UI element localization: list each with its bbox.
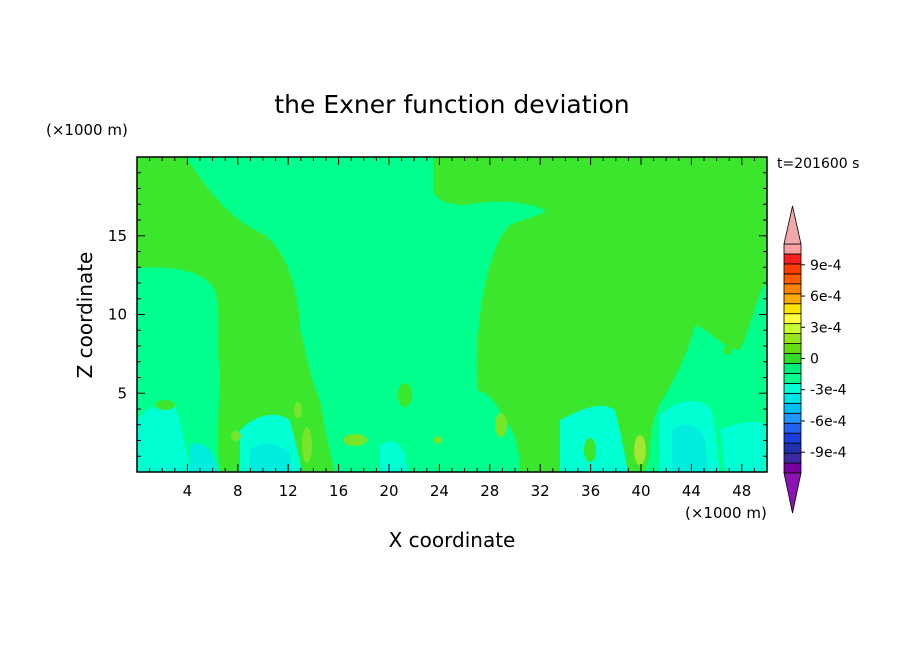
x-tick-label: 40	[631, 482, 650, 500]
colorbar-segment	[783, 422, 802, 434]
contour-field	[137, 157, 767, 472]
colorbar-under-arrow	[783, 472, 802, 514]
colorbar-segment	[783, 323, 802, 335]
x-tick-label: 20	[379, 482, 398, 500]
colorbar-segment	[783, 382, 802, 394]
x-tick-label: 44	[682, 482, 701, 500]
x-tick-label: 48	[732, 482, 751, 500]
x-tick-label: 16	[329, 482, 348, 500]
colorbar-over-arrow	[783, 205, 802, 245]
colorbar-segment	[783, 442, 802, 454]
negative-patch-8	[672, 424, 708, 472]
colorbar-segment	[783, 343, 802, 354]
colorbar-segment	[783, 253, 802, 265]
colorbar-segment	[783, 363, 802, 374]
colorbar-segment	[783, 283, 802, 295]
x-tick-label: 36	[581, 482, 600, 500]
colorbar-segment	[783, 353, 802, 364]
colorbar-segment	[783, 392, 802, 404]
positive-region-left	[137, 157, 335, 472]
positive-blob-8	[398, 383, 412, 407]
colorbar-tick-label: -3e-4	[810, 383, 847, 399]
x-unit-label: (×1000 m)	[685, 504, 767, 522]
y-axis: 5 10 15	[108, 172, 767, 457]
colorbar-segment	[783, 313, 802, 325]
positive-blob-11	[584, 438, 596, 462]
colorbar-segment	[783, 263, 802, 275]
colorbar-segment	[783, 303, 802, 315]
colorbar-segment	[783, 432, 802, 444]
x-axis: 4 8 12 16 20 24 28 32 36 40 44 48	[149, 157, 755, 500]
y-tick-label: 15	[108, 227, 127, 245]
x-tick-label: 8	[233, 482, 243, 500]
colorbar-segment	[783, 402, 802, 414]
colorbar: 9e-4 6e-4 3e-4 0 -3e-4 -6e-4 -9e-4	[783, 205, 847, 514]
x-axis-label: X coordinate	[389, 528, 516, 552]
colorbar-segment	[783, 452, 802, 464]
negative-patch-9	[720, 421, 767, 472]
x-tick-label: 32	[531, 482, 550, 500]
colorbar-segment	[783, 333, 802, 344]
positive-blob-9	[259, 395, 271, 415]
colorbar-tick-label: 0	[810, 352, 819, 368]
y-axis-label: Z coordinate	[73, 252, 97, 379]
x-tick-label: 12	[279, 482, 298, 500]
positive-region-left-top	[137, 157, 188, 215]
colorbar-segment	[783, 293, 802, 305]
positive-blob-2	[302, 427, 312, 463]
positive-blob-4	[231, 431, 241, 441]
colorbar-tick-label: -6e-4	[810, 414, 847, 430]
y-tick-label: 10	[108, 306, 127, 324]
negative-patch-2	[190, 443, 218, 472]
x-tick-label: 4	[183, 482, 193, 500]
colorbar-tick-label: 6e-4	[810, 289, 842, 305]
colorbar-segment	[783, 412, 802, 424]
chart-title: the Exner function deviation	[274, 90, 629, 119]
colorbar-segment	[783, 243, 802, 255]
positive-blob-3	[343, 434, 367, 446]
x-tick-label: 28	[480, 482, 499, 500]
positive-blob-12	[724, 345, 732, 355]
time-label: t=201600 s	[777, 156, 859, 172]
positive-region-right	[433, 157, 767, 472]
positive-blob-6	[495, 413, 507, 437]
colorbar-tick-label: -9e-4	[810, 445, 847, 461]
positive-blob-7	[634, 435, 646, 465]
colorbar-tick-label: 9e-4	[810, 258, 842, 274]
negative-patch-6	[560, 405, 628, 472]
y-tick-label: 5	[117, 384, 127, 402]
positive-blob-5	[434, 436, 442, 444]
negative-patch-1	[137, 403, 190, 472]
y-unit-label: (×1000 m)	[46, 121, 128, 139]
colorbar-segment	[783, 273, 802, 285]
positive-blob-1	[294, 402, 302, 418]
positive-blob-10	[155, 400, 175, 410]
negative-patch-4	[250, 443, 292, 472]
colorbar-tick-label: 3e-4	[810, 320, 842, 336]
colorbar-segment	[783, 462, 802, 474]
colorbar-segment	[783, 373, 802, 384]
negative-patch-5	[380, 441, 408, 472]
x-tick-label: 24	[430, 482, 449, 500]
